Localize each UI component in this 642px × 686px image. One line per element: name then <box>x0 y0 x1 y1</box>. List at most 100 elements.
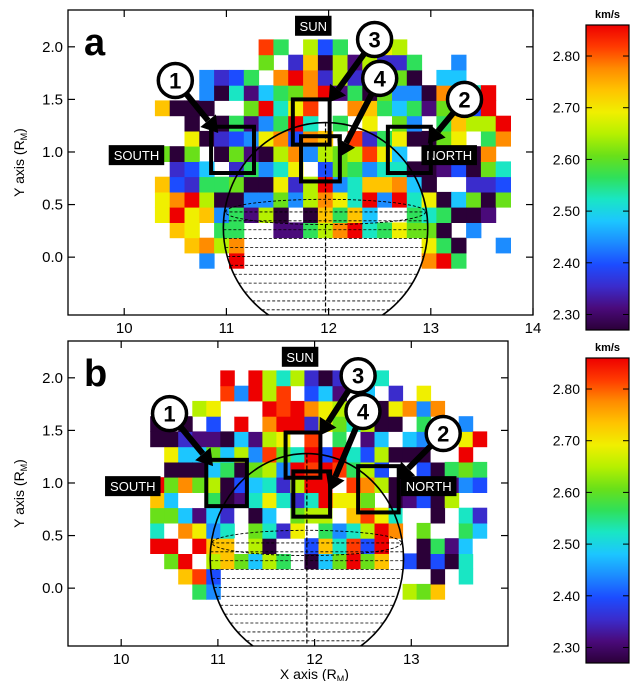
data-pixel <box>258 130 274 147</box>
x-tick-label: 14 <box>525 320 542 337</box>
colorbar-tick-label: 2.50 <box>553 203 580 219</box>
colorbar-tick-label: 2.40 <box>553 588 580 604</box>
data-pixel <box>258 115 274 132</box>
data-pixel <box>304 431 319 448</box>
callout-arrowhead-3 <box>319 416 337 436</box>
data-pixel <box>392 100 408 117</box>
data-pixel <box>290 370 305 387</box>
data-pixel <box>402 416 418 432</box>
data-pixel <box>374 370 389 387</box>
data-pixel <box>192 477 207 493</box>
callout-number-3: 3 <box>352 364 364 389</box>
plot-frame <box>67 9 534 316</box>
data-pixel <box>192 538 207 554</box>
data-pixel <box>332 39 348 56</box>
data-pixel <box>430 507 446 524</box>
data-pixel <box>273 115 289 132</box>
data-pixel <box>273 85 289 101</box>
data-pixel <box>258 100 274 117</box>
data-pixel <box>248 370 263 387</box>
data-pixel <box>276 477 291 493</box>
region-label: SUN <box>286 350 313 365</box>
data-pixel <box>406 85 423 101</box>
y-axis-label-text: Y axis (R <box>11 471 27 528</box>
callout-number-1: 1 <box>163 402 175 427</box>
data-pixel <box>362 161 378 178</box>
data-pixel <box>262 522 277 539</box>
data-pixel <box>406 115 423 132</box>
data-pixel <box>388 477 404 493</box>
x-tick-label: 11 <box>219 320 235 337</box>
data-pixel <box>184 161 200 178</box>
data-pixel <box>248 446 263 463</box>
data-pixel <box>184 115 200 132</box>
data-pixel <box>199 176 215 193</box>
data-pixel <box>402 431 418 448</box>
data-pixel <box>392 176 408 193</box>
data-pixel <box>290 431 305 448</box>
data-pixel <box>276 385 291 402</box>
data-pixel <box>184 130 200 147</box>
data-pixel <box>360 507 375 524</box>
data-pixel <box>374 538 389 554</box>
region-label: SOUTH <box>114 148 160 163</box>
data-pixel <box>377 222 393 239</box>
callout-number-1: 1 <box>169 68 181 93</box>
data-pixel <box>388 431 404 448</box>
data-pixel <box>169 146 185 162</box>
data-pixel <box>234 553 249 570</box>
data-pixel <box>248 477 263 493</box>
data-pixel <box>206 431 221 448</box>
data-pixel <box>178 568 193 585</box>
colorbar-tick-label: 2.60 <box>553 484 580 500</box>
data-pixel <box>229 222 245 239</box>
data-pixel <box>273 176 289 193</box>
data-pixel <box>169 161 185 178</box>
colorbar-tick-label: 2.70 <box>553 433 580 449</box>
data-pixel <box>458 538 474 554</box>
data-pixel <box>495 237 511 254</box>
data-pixel <box>318 553 333 570</box>
data-pixel <box>458 461 474 478</box>
data-pixel <box>495 176 511 193</box>
region-label: NORTH <box>406 479 452 494</box>
data-pixel <box>184 237 200 254</box>
data-pixel <box>199 191 215 208</box>
data-pixel <box>178 477 193 493</box>
data-pixel <box>192 522 207 539</box>
data-pixel <box>392 85 408 101</box>
region-box-3 <box>290 97 332 147</box>
data-pixel <box>288 222 304 239</box>
data-pixel <box>466 191 482 208</box>
data-pixel <box>276 400 291 417</box>
region-box-4 <box>291 469 333 519</box>
callout-arrowhead-2 <box>427 124 446 144</box>
data-pixel <box>332 431 347 448</box>
data-pixel <box>416 492 432 509</box>
x-tick-label: 11 <box>210 651 226 668</box>
data-pixel <box>347 176 363 193</box>
panel-letter: a <box>84 22 106 64</box>
data-pixel <box>288 85 304 101</box>
data-pixel <box>214 176 230 193</box>
data-pixel <box>451 252 467 269</box>
y-tick-label: 0.5 <box>42 197 63 214</box>
data-pixel <box>377 100 393 117</box>
data-pixel <box>332 522 347 539</box>
data-pixel <box>458 416 474 432</box>
data-pixel <box>421 85 437 101</box>
data-pixel <box>332 416 347 432</box>
data-pixel <box>451 207 467 223</box>
callout-circle-3 <box>355 20 394 59</box>
data-pixel <box>262 507 277 524</box>
data-pixel <box>304 400 319 417</box>
data-pixel <box>436 237 452 254</box>
data-pixel <box>178 522 193 539</box>
data-pixel <box>303 69 319 86</box>
data-pixel <box>164 522 179 539</box>
data-pixel <box>444 538 460 554</box>
y-axis-label-text: Y axis (R <box>11 140 27 197</box>
data-pixel <box>495 115 511 132</box>
data-pixel <box>192 568 207 585</box>
data-pixel <box>184 207 200 223</box>
